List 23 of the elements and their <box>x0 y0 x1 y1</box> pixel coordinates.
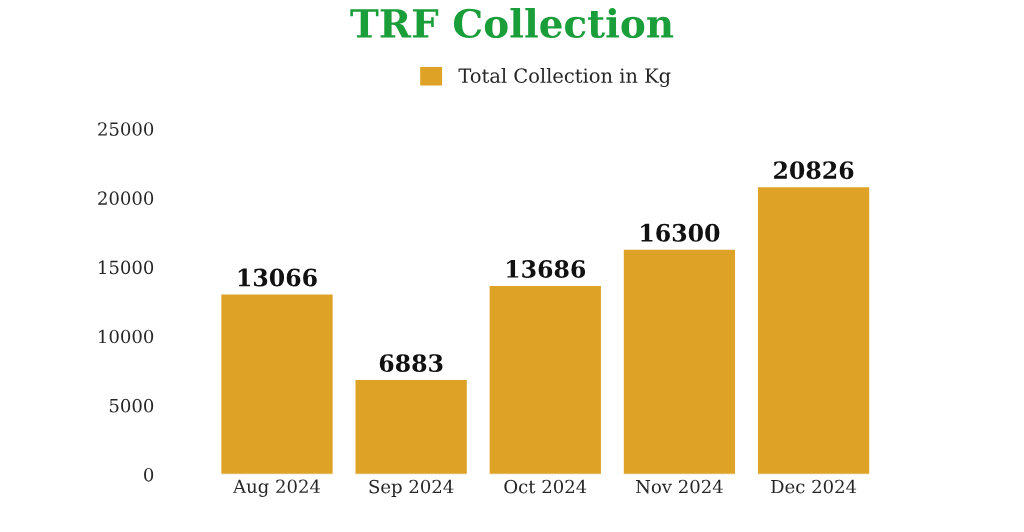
data-label: 16300 <box>641 223 720 242</box>
x-tick-label: Sep 2024 <box>369 479 454 497</box>
bar <box>354 378 469 475</box>
data-label: 13686 <box>507 260 586 278</box>
data-label: 6883 <box>379 354 443 372</box>
bar <box>488 284 603 475</box>
y-tick-label: 10000 <box>99 329 154 344</box>
y-tick-label: 5000 <box>109 398 154 413</box>
chart-title: TRF Collection <box>350 7 674 39</box>
x-tick-label: Dec 2024 <box>771 479 857 494</box>
y-tick-label: 25000 <box>98 122 154 136</box>
y-tick-label: 20000 <box>98 191 154 206</box>
bar <box>622 248 737 475</box>
legend-label: Total Collection in Kg <box>458 67 671 88</box>
bar <box>756 185 871 475</box>
x-tick-label: Aug 2024 <box>232 479 321 497</box>
bar <box>219 293 335 475</box>
x-tick-label: Oct 2024 <box>504 479 587 494</box>
y-tick-label: 0 <box>144 468 154 482</box>
x-tick-label: Nov 2024 <box>636 479 723 494</box>
y-tick-label: 15000 <box>99 260 154 275</box>
data-label: 13066 <box>238 268 317 287</box>
data-label: 20826 <box>774 161 854 180</box>
